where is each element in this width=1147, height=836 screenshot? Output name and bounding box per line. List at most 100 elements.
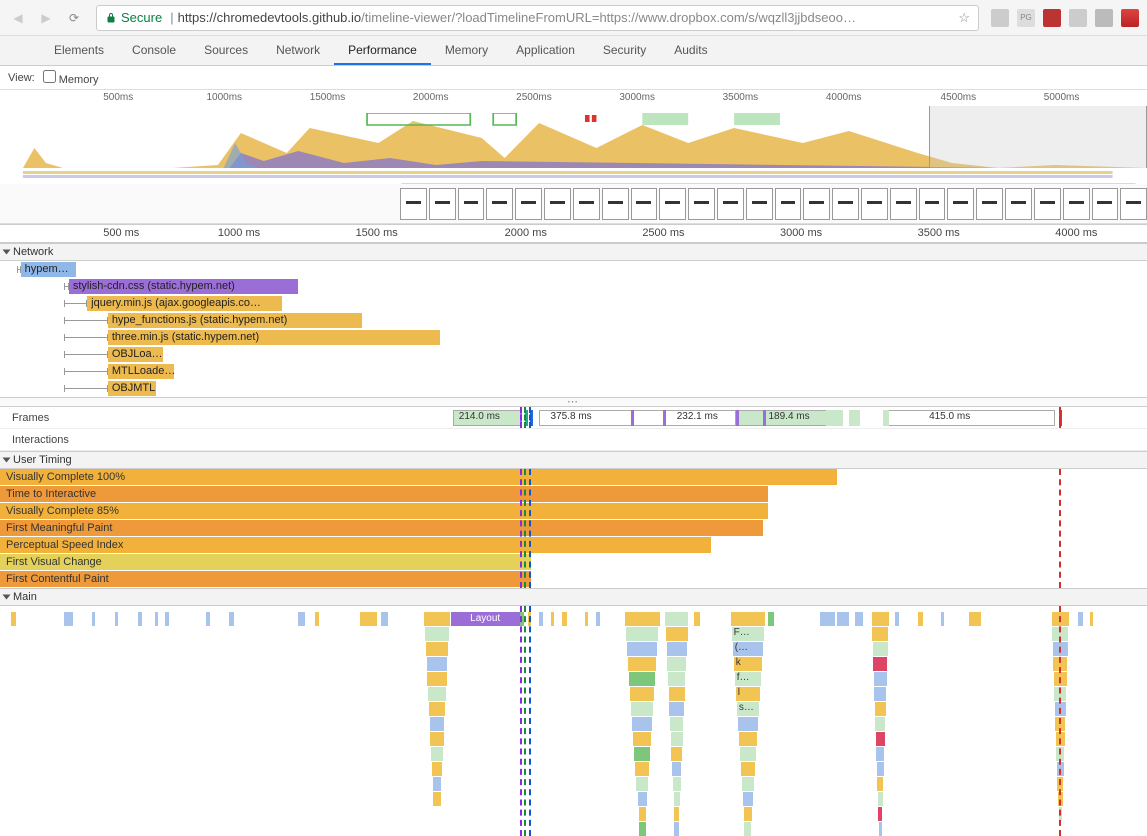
- flame-bar[interactable]: [635, 762, 649, 776]
- frame-thumbnail[interactable]: [400, 188, 427, 220]
- user-timing-row[interactable]: Perceptual Speed Index: [0, 537, 1147, 554]
- flame-bar[interactable]: [562, 612, 567, 626]
- flame-bar[interactable]: s…: [737, 702, 759, 716]
- back-button[interactable]: ◀: [6, 6, 30, 30]
- flame-bar[interactable]: (…: [733, 642, 763, 656]
- user-timing-row[interactable]: Time to Interactive: [0, 486, 1147, 503]
- flame-bar[interactable]: [629, 672, 655, 686]
- flame-bar[interactable]: Layout: [451, 612, 520, 626]
- flame-bar[interactable]: [630, 687, 654, 701]
- flame-bar[interactable]: [639, 822, 646, 836]
- flame-bar[interactable]: [633, 732, 651, 746]
- tab-audits[interactable]: Audits: [660, 36, 721, 65]
- flame-bar[interactable]: [674, 807, 679, 821]
- flame-bar[interactable]: [92, 612, 95, 626]
- frame-thumbnail[interactable]: [573, 188, 600, 220]
- flame-bar[interactable]: [155, 612, 158, 626]
- flame-bar[interactable]: [874, 672, 887, 686]
- frame-thumbnail[interactable]: [1092, 188, 1119, 220]
- flame-bar[interactable]: [625, 612, 659, 626]
- user-timing-row[interactable]: First Contentful Paint: [0, 571, 1147, 588]
- flame-bar[interactable]: [668, 672, 685, 686]
- tab-console[interactable]: Console: [118, 36, 190, 65]
- flame-bar[interactable]: [671, 747, 682, 761]
- flame-bar[interactable]: [1090, 612, 1093, 626]
- flame-bar[interactable]: [669, 687, 685, 701]
- frame-thumbnail[interactable]: [947, 188, 974, 220]
- flame-bar[interactable]: [429, 702, 445, 716]
- flame-bar[interactable]: [877, 762, 884, 776]
- flame-bar[interactable]: [639, 807, 647, 821]
- flame-bar[interactable]: [768, 612, 774, 626]
- flame-bar[interactable]: [665, 612, 688, 626]
- user-timing-row[interactable]: Visually Complete 85%: [0, 503, 1147, 520]
- frame-thumbnail[interactable]: [1063, 188, 1090, 220]
- frame-thumbnail[interactable]: [1034, 188, 1061, 220]
- flame-bar[interactable]: [670, 717, 683, 731]
- network-row[interactable]: hype_functions.js (static.hypem.net): [0, 312, 1147, 329]
- flame-bar[interactable]: [872, 627, 888, 641]
- network-row[interactable]: three.min.js (static.hypem.net): [0, 329, 1147, 346]
- flame-bar[interactable]: [941, 612, 944, 626]
- tab-application[interactable]: Application: [502, 36, 589, 65]
- frame-thumbnail[interactable]: [659, 188, 686, 220]
- flame-bar[interactable]: [298, 612, 305, 626]
- flame-bar[interactable]: [731, 612, 765, 626]
- reload-button[interactable]: ⟳: [62, 6, 86, 30]
- tab-performance[interactable]: Performance: [334, 36, 431, 65]
- flame-bar[interactable]: [878, 807, 882, 821]
- flame-bar[interactable]: [315, 612, 318, 626]
- address-bar[interactable]: Secure | https://chromedevtools.github.i…: [96, 5, 979, 31]
- frame-thumbnail[interactable]: [976, 188, 1003, 220]
- flame-bar[interactable]: [631, 702, 653, 716]
- tab-network[interactable]: Network: [262, 36, 334, 65]
- frame-thumbnail[interactable]: [602, 188, 629, 220]
- interactions-content[interactable]: [200, 429, 1147, 450]
- flame-bar[interactable]: [873, 657, 887, 671]
- forward-button[interactable]: ▶: [34, 6, 58, 30]
- flame-bar[interactable]: [876, 747, 884, 761]
- flame-bar[interactable]: [634, 747, 650, 761]
- extension-icon[interactable]: [1095, 9, 1113, 27]
- network-row[interactable]: jquery.min.js (ajax.googleapis.co…: [0, 295, 1147, 312]
- flame-bar[interactable]: [425, 627, 449, 641]
- frame-thumbnail[interactable]: [515, 188, 542, 220]
- overview-frames-filmstrip[interactable]: [0, 184, 1147, 224]
- flame-bar[interactable]: [206, 612, 209, 626]
- flame-bar[interactable]: [667, 657, 686, 671]
- flame-bar[interactable]: [820, 612, 835, 626]
- network-row[interactable]: hypem…: [0, 261, 1147, 278]
- network-row[interactable]: OBJLoa…: [0, 346, 1147, 363]
- flame-bar[interactable]: [874, 687, 886, 701]
- flame-bar[interactable]: [430, 732, 443, 746]
- overview-panel[interactable]: 500ms1000ms1500ms2000ms2500ms3000ms3500m…: [0, 90, 1147, 225]
- flame-bar[interactable]: [738, 717, 758, 731]
- flame-bar[interactable]: [64, 612, 73, 626]
- flame-bar[interactable]: [596, 612, 599, 626]
- flame-bar[interactable]: [837, 612, 848, 626]
- flame-bar[interactable]: [428, 687, 446, 701]
- flame-bar[interactable]: [742, 777, 754, 791]
- user-timing-header[interactable]: User Timing: [0, 451, 1147, 469]
- flame-bar[interactable]: [585, 612, 588, 626]
- flame-bar[interactable]: [873, 642, 888, 656]
- extension-icon[interactable]: [991, 9, 1009, 27]
- flame-bar[interactable]: [671, 732, 683, 746]
- flame-bar[interactable]: [877, 777, 883, 791]
- flame-bar[interactable]: [632, 717, 652, 731]
- flame-bar[interactable]: [628, 657, 656, 671]
- bookmark-star-icon[interactable]: ☆: [958, 10, 970, 26]
- frame-thumbnail[interactable]: [1005, 188, 1032, 220]
- flame-bar[interactable]: [694, 612, 700, 626]
- flame-bar[interactable]: [431, 747, 443, 761]
- flame-bar[interactable]: [969, 612, 980, 626]
- frame-thumbnail[interactable]: [746, 188, 773, 220]
- flame-bar[interactable]: [875, 702, 886, 716]
- network-row[interactable]: stylish-cdn.css (static.hypem.net): [0, 278, 1147, 295]
- flame-bar[interactable]: [638, 792, 648, 806]
- flame-bar[interactable]: [855, 612, 863, 626]
- memory-checkbox[interactable]: Memory: [43, 70, 99, 86]
- flame-bar[interactable]: [432, 762, 442, 776]
- flame-bar[interactable]: [427, 657, 448, 671]
- flame-bar[interactable]: [11, 612, 16, 626]
